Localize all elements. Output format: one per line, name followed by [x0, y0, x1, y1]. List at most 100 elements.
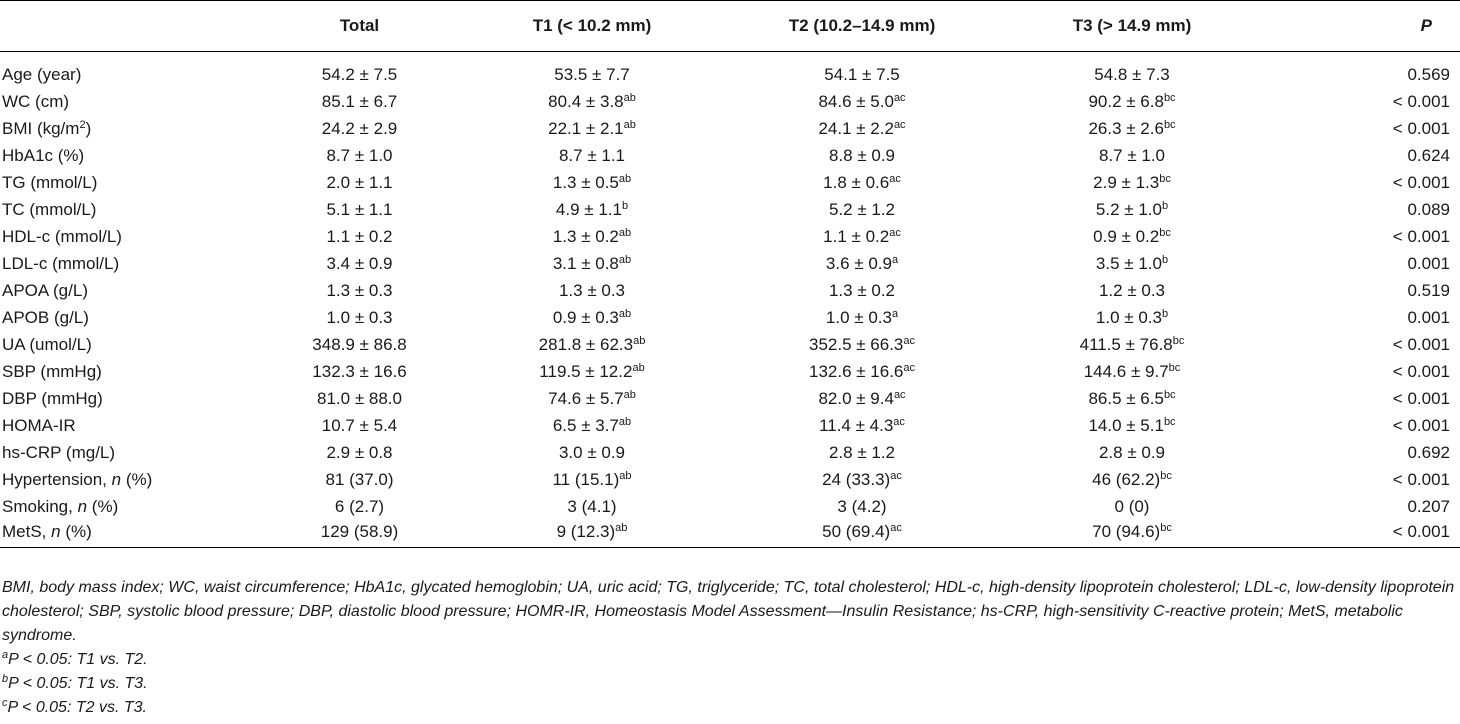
cell-value: 9 (12.3) [556, 522, 616, 542]
cell-value: 22.1 ± 2.1 [548, 119, 624, 138]
cell-value: 81 (37.0) [325, 470, 394, 489]
significance-superscript: ab [618, 416, 632, 428]
row-label-text: Smoking, [2, 497, 78, 516]
row-label-text: HDL-c (mmol/L) [2, 227, 122, 246]
cell-t2: 50 (69.4)ac [727, 520, 997, 548]
significance-superscript: b [1161, 200, 1169, 212]
cell-value: 2.8 ± 1.2 [828, 443, 896, 462]
row-label-text: APOA (g/L) [2, 281, 88, 300]
significance-superscript: ab [623, 389, 636, 401]
cell-value: 1.3 ± 0.3 [326, 281, 393, 300]
significance-superscript: ab [632, 362, 645, 374]
cell-value: 5.2 ± 1.2 [828, 200, 896, 219]
significance-superscript: ab [623, 119, 636, 131]
cell-value: 3.0 ± 0.9 [558, 443, 626, 462]
cell-t1: 1.3 ± 0.5ab [457, 170, 727, 197]
cell-total: 81 (37.0) [262, 467, 457, 494]
cell-t3: 8.7 ± 1.0 [997, 143, 1267, 170]
footnote-c: cP < 0.05: T2 vs. T3. [2, 696, 1458, 720]
row-label-n-symbol: n [77, 497, 88, 516]
cell-t1: 4.9 ± 1.1b [457, 197, 727, 224]
row-label-text: WC (cm) [2, 92, 70, 111]
cell-t1: 9 (12.3)ab [457, 520, 727, 548]
row-label-suffix: (%) [121, 470, 153, 489]
row-label-text: APOB (g/L) [2, 308, 89, 327]
cell-value: 129 (58.9) [320, 522, 399, 542]
row-label-text: BMI (kg/m [2, 119, 80, 138]
footnote-mark: b [2, 673, 9, 685]
cell-value: 90.2 ± 6.8 [1088, 92, 1164, 111]
cell-t2: 2.8 ± 1.2 [727, 440, 997, 467]
cell-t2: 3 (4.2) [727, 494, 997, 521]
cell-value: 50 (69.4) [822, 522, 891, 542]
row-label: DBP (mmHg) [0, 386, 262, 413]
cell-value: 84.6 ± 5.0 [818, 92, 894, 111]
cell-value: 0.9 ± 0.2 [1093, 227, 1160, 246]
cell-value: 1.0 ± 0.3 [326, 308, 393, 327]
header-cell-p: P [1267, 0, 1460, 52]
cell-total: 5.1 ± 1.1 [262, 197, 457, 224]
footnote-a: aP < 0.05: T1 vs. T2. [2, 648, 1458, 672]
cell-value: 1.1 ± 0.2 [823, 227, 890, 246]
cell-p-value: < 0.001 [1392, 119, 1450, 138]
cell-value: 2.8 ± 0.9 [1098, 443, 1166, 462]
table-row: HOMA-IR 10.7 ± 5.4 6.5 ± 3.7ab 11.4 ± 4.3ac… [0, 413, 1460, 440]
cell-t2: 1.3 ± 0.2 [727, 278, 997, 305]
cell-value: 10.7 ± 5.4 [321, 416, 398, 435]
cell-t2: 82.0 ± 9.4ac [727, 386, 997, 413]
cell-t3: 2.8 ± 0.9 [997, 440, 1267, 467]
cell-t1: 3.0 ± 0.9 [457, 440, 727, 467]
significance-superscript: ab [618, 227, 632, 239]
row-label: MetS, n (%) [0, 520, 262, 548]
significance-superscript: bc [1163, 416, 1176, 428]
row-label: SBP (mmHg) [0, 359, 262, 386]
cell-t2: 132.6 ± 16.6ac [727, 359, 997, 386]
row-label-superscript: 2 [79, 119, 86, 131]
footnote-b: bP < 0.05: T1 vs. T3. [2, 672, 1458, 696]
cell-value: 70 (94.6) [1092, 522, 1161, 542]
cell-total: 132.3 ± 16.6 [262, 359, 457, 386]
cell-value: 144.6 ± 9.7 [1083, 362, 1169, 381]
cell-p-value: < 0.001 [1267, 520, 1460, 548]
cell-value: 8.7 ± 1.1 [558, 146, 626, 165]
row-label: Smoking, n (%) [0, 494, 262, 521]
cell-p-value: < 0.001 [1392, 173, 1450, 192]
table-row: BMI (kg/m2) 24.2 ± 2.9 22.1 ± 2.1ab 24.1 ± … [0, 116, 1460, 143]
row-label: APOB (g/L) [0, 305, 262, 332]
cell-total: 3.4 ± 0.9 [262, 251, 457, 278]
table-header: Total T1 (< 10.2 mm) T2 (10.2–14.9 mm) T… [0, 0, 1460, 52]
cell-p-value: 0.624 [1407, 146, 1450, 165]
cell-t1: 8.7 ± 1.1 [457, 143, 727, 170]
cell-t2: 1.0 ± 0.3a [727, 305, 997, 332]
table-notes: BMI, body mass index; WC, waist circumfe… [2, 576, 1458, 720]
cell-p-value: 0.692 [1407, 443, 1450, 462]
cell-p-value: < 0.001 [1392, 470, 1450, 489]
significance-superscript: bc [1159, 227, 1171, 239]
cell-t1: 22.1 ± 2.1ab [457, 116, 727, 143]
cell-t3: 1.0 ± 0.3b [997, 305, 1267, 332]
cell-t2: 8.8 ± 0.9 [727, 143, 997, 170]
cell-t2: 1.1 ± 0.2ac [727, 224, 997, 251]
row-label-text: MetS, [2, 522, 52, 542]
significance-superscript: b [1161, 254, 1169, 266]
cell-value: 1.2 ± 0.3 [1098, 281, 1166, 300]
row-label-suffix: ) [85, 119, 92, 138]
table-row: DBP (mmHg) 81.0 ± 88.0 74.6 ± 5.7ab 82.0 ± … [0, 386, 1460, 413]
significance-superscript: b [1161, 308, 1169, 320]
cell-total: 348.9 ± 86.8 [262, 332, 457, 359]
cell-value: 81.0 ± 88.0 [317, 389, 402, 408]
cell-t3: 5.2 ± 1.0b [997, 197, 1267, 224]
cell-value: 24.1 ± 2.2 [818, 119, 894, 138]
row-label: LDL-c (mmol/L) [0, 251, 262, 278]
cell-value: 24.2 ± 2.9 [321, 119, 398, 138]
cell-t1: 80.4 ± 3.8ab [457, 89, 727, 116]
table-row: HbA1c (%) 8.7 ± 1.0 8.7 ± 1.1 8.8 ± 0.9 8.7 … [0, 143, 1460, 170]
significance-superscript: ac [893, 119, 906, 131]
cell-value: 6 (2.7) [334, 497, 385, 516]
header-cell-total: Total [262, 0, 457, 52]
cell-value: 5.2 ± 1.0 [1095, 200, 1162, 219]
table-row: Smoking, n (%) 6 (2.7) 3 (4.1) 3 (4.2) 0 (0)… [0, 494, 1460, 521]
table-row: UA (umol/L) 348.9 ± 86.8 281.8 ± 62.3ab 352… [0, 332, 1460, 359]
significance-superscript: ac [890, 470, 902, 482]
cell-t3: 46 (62.2)bc [997, 467, 1267, 494]
